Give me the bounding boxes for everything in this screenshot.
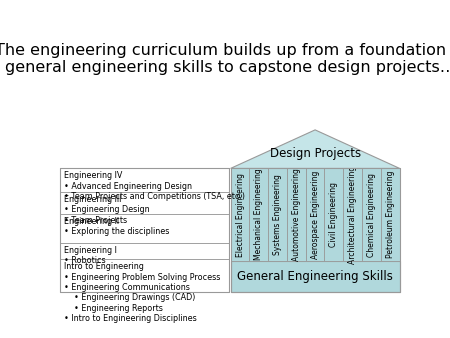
Bar [230,261,400,292]
Text: General Engineering Skills: General Engineering Skills [237,270,393,283]
Text: Aerospace Engineering: Aerospace Engineering [310,170,320,259]
Text: Engineering IV
• Advanced Engineering Design
• Team Projects and Competitions (T: Engineering IV • Advanced Engineering De… [64,171,245,201]
Text: Civil Engineering: Civil Engineering [329,182,338,247]
Bar [268,168,287,261]
Bar [60,242,229,259]
Text: Petroleum Engineering: Petroleum Engineering [386,171,395,258]
Text: Engineering III
• Engineering Design
• Team Projects: Engineering III • Engineering Design • T… [64,195,149,225]
Bar [362,168,381,261]
Bar [343,168,362,261]
Polygon shape [230,130,400,168]
Bar [60,168,229,192]
Text: Automotive Engineering: Automotive Engineering [292,168,301,261]
Bar [60,192,229,214]
Text: The engineering curriculum builds up from a foundation of
general engineering sk: The engineering curriculum builds up fro… [0,43,450,75]
Text: Mechanical Engineering: Mechanical Engineering [254,169,263,261]
Text: Architectural Engineering: Architectural Engineering [348,166,357,264]
Text: Systems Engineering: Systems Engineering [273,174,282,255]
Bar [60,168,229,292]
Bar [324,168,343,261]
Text: Engineering I
• Robotics: Engineering I • Robotics [64,246,117,265]
Text: Electrical Engineering: Electrical Engineering [235,173,244,257]
Text: Intro to Engineering
• Engineering Problem Solving Process
• Engineering Communi: Intro to Engineering • Engineering Probl… [64,262,220,323]
Text: Design Projects: Design Projects [270,147,360,160]
Text: Engineering II
• Exploring the disciplines: Engineering II • Exploring the disciplin… [64,217,169,236]
Bar [60,214,229,242]
Bar [230,168,249,261]
Bar [381,168,400,261]
Bar [60,259,229,292]
Text: Chemical Engineering: Chemical Engineering [367,173,376,257]
Bar [287,168,306,261]
Bar [230,168,400,292]
Bar [249,168,268,261]
Bar [306,168,324,261]
